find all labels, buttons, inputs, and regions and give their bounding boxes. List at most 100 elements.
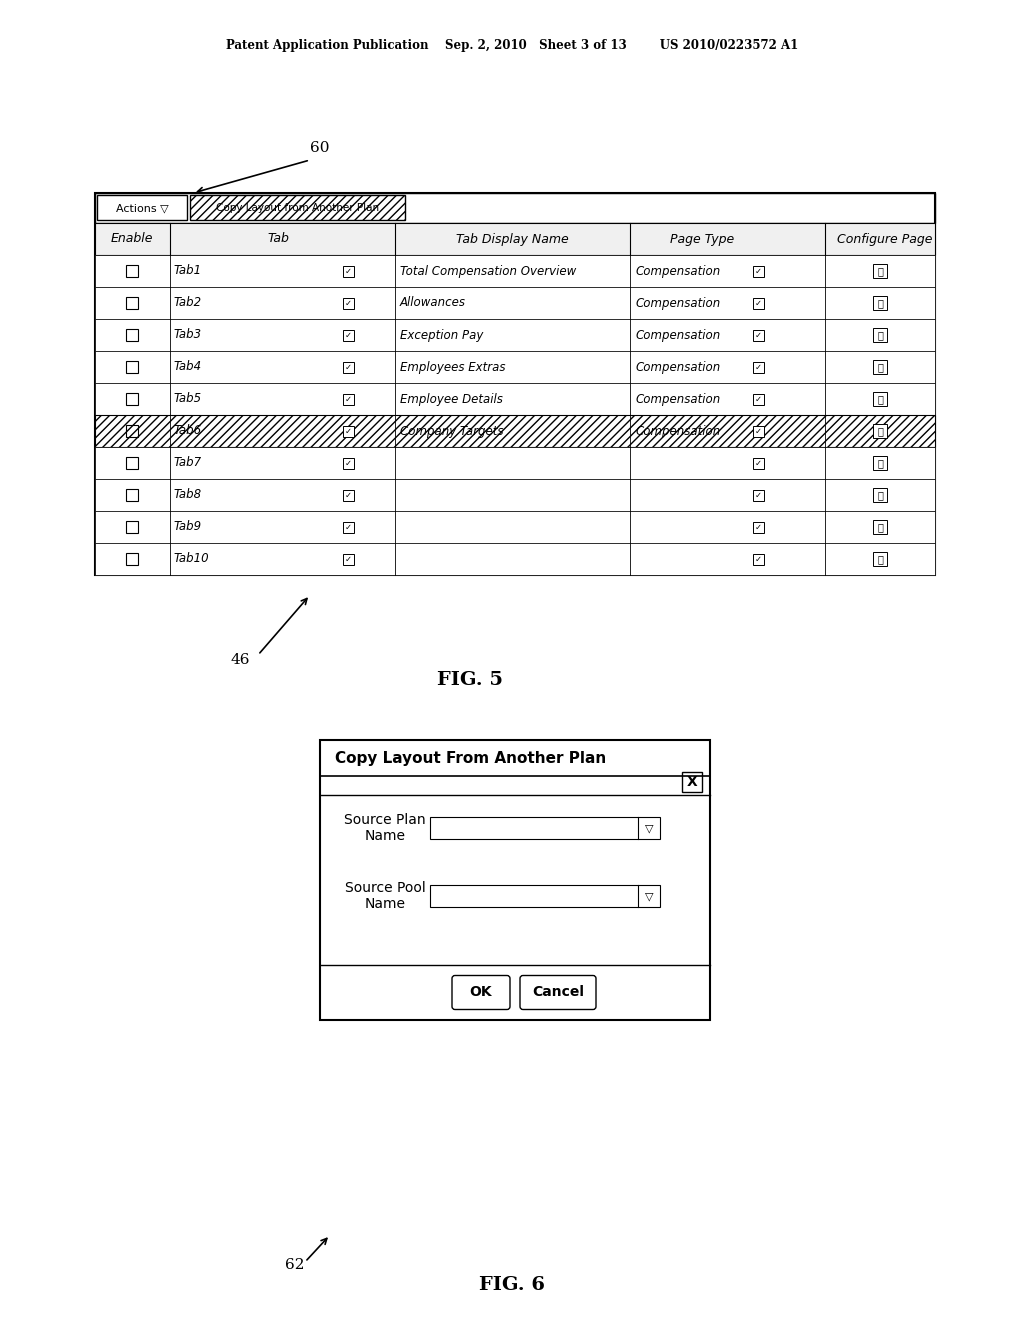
Text: Compensation: Compensation: [635, 392, 720, 405]
Text: 62: 62: [286, 1258, 305, 1272]
Bar: [126, 553, 138, 565]
Text: 🔧: 🔧: [878, 521, 883, 532]
Text: Actions ▽: Actions ▽: [116, 203, 168, 213]
Bar: [873, 327, 887, 342]
Bar: [95, 351, 935, 383]
Text: ✓: ✓: [345, 426, 352, 436]
Text: Copy Layout from Another Plan: Copy Layout from Another Plan: [216, 203, 379, 213]
Bar: [343, 425, 354, 437]
Bar: [343, 521, 354, 532]
Bar: [126, 393, 138, 405]
Text: OK: OK: [470, 986, 493, 999]
Bar: [753, 297, 764, 309]
Bar: [126, 360, 138, 374]
Bar: [126, 457, 138, 469]
Text: Configure Page: Configure Page: [838, 232, 933, 246]
Bar: [95, 223, 935, 255]
Bar: [753, 393, 764, 404]
Text: Employee Details: Employee Details: [400, 392, 503, 405]
Bar: [126, 329, 138, 341]
Bar: [430, 817, 660, 840]
Text: ✓: ✓: [345, 267, 352, 276]
FancyBboxPatch shape: [452, 975, 510, 1010]
Text: Employees Extras: Employees Extras: [400, 360, 506, 374]
Text: Source Pool: Source Pool: [345, 880, 425, 895]
Text: ✓: ✓: [755, 298, 762, 308]
Text: Name: Name: [365, 829, 406, 843]
Bar: [873, 296, 887, 310]
Text: 🔧: 🔧: [878, 458, 883, 469]
Text: X: X: [687, 775, 697, 789]
Bar: [873, 455, 887, 470]
Bar: [753, 458, 764, 469]
Bar: [95, 383, 935, 414]
Text: Allowances: Allowances: [400, 297, 466, 309]
Bar: [95, 511, 935, 543]
Bar: [873, 424, 887, 438]
Text: ✓: ✓: [345, 395, 352, 404]
Bar: [95, 447, 935, 479]
Text: Tab5: Tab5: [173, 392, 201, 405]
Text: ▽: ▽: [645, 822, 653, 833]
Bar: [343, 265, 354, 276]
Bar: [343, 393, 354, 404]
Bar: [190, 195, 406, 220]
Text: Tab Display Name: Tab Display Name: [456, 232, 568, 246]
Text: Tab2: Tab2: [173, 297, 201, 309]
Text: ✓: ✓: [345, 554, 352, 564]
Text: Name: Name: [365, 898, 406, 911]
Bar: [126, 297, 138, 309]
Bar: [95, 193, 935, 223]
Text: ✓: ✓: [345, 363, 352, 371]
Bar: [95, 255, 935, 286]
Text: ✓: ✓: [755, 491, 762, 499]
Bar: [430, 884, 660, 907]
Text: Page Type: Page Type: [670, 232, 734, 246]
Text: Copy Layout From Another Plan: Copy Layout From Another Plan: [335, 751, 606, 766]
Text: Patent Application Publication    Sep. 2, 2010   Sheet 3 of 13        US 2010/02: Patent Application Publication Sep. 2, 2…: [226, 38, 798, 51]
Bar: [753, 553, 764, 565]
Text: 🔧: 🔧: [878, 330, 883, 341]
Bar: [873, 264, 887, 279]
Text: Source Plan: Source Plan: [344, 813, 426, 828]
Text: ▽: ▽: [645, 891, 653, 902]
Bar: [873, 392, 887, 407]
Text: Tab1: Tab1: [173, 264, 201, 277]
Text: Tab6: Tab6: [173, 425, 201, 437]
Bar: [343, 330, 354, 341]
Text: 🔧: 🔧: [878, 554, 883, 564]
Bar: [873, 360, 887, 374]
Text: Cancel: Cancel: [532, 986, 584, 999]
Bar: [753, 362, 764, 372]
Bar: [753, 330, 764, 341]
Bar: [95, 286, 935, 319]
Bar: [343, 362, 354, 372]
Text: ✓: ✓: [345, 458, 352, 467]
Text: ✓: ✓: [755, 523, 762, 532]
Bar: [343, 490, 354, 500]
Text: Tab8: Tab8: [173, 488, 201, 502]
Text: ✓: ✓: [755, 267, 762, 276]
Bar: [753, 521, 764, 532]
Bar: [343, 458, 354, 469]
Text: ✓: ✓: [345, 491, 352, 499]
Bar: [126, 265, 138, 277]
Text: Tab10: Tab10: [173, 553, 209, 565]
Bar: [682, 772, 702, 792]
Bar: [126, 488, 138, 502]
Text: Compensation: Compensation: [635, 329, 720, 342]
Text: 46: 46: [230, 653, 250, 667]
Text: 🔧: 🔧: [878, 362, 883, 372]
Text: Compensation: Compensation: [635, 425, 720, 437]
Text: ✓: ✓: [345, 298, 352, 308]
Text: Tab7: Tab7: [173, 457, 201, 470]
Text: Total Compensation Overview: Total Compensation Overview: [400, 264, 577, 277]
Text: Company Targets: Company Targets: [400, 425, 504, 437]
Text: ✓: ✓: [755, 395, 762, 404]
Text: ✓: ✓: [345, 523, 352, 532]
Bar: [95, 479, 935, 511]
Text: 🔧: 🔧: [878, 267, 883, 276]
Bar: [873, 520, 887, 535]
Bar: [95, 414, 935, 447]
Text: ✓: ✓: [755, 330, 762, 339]
